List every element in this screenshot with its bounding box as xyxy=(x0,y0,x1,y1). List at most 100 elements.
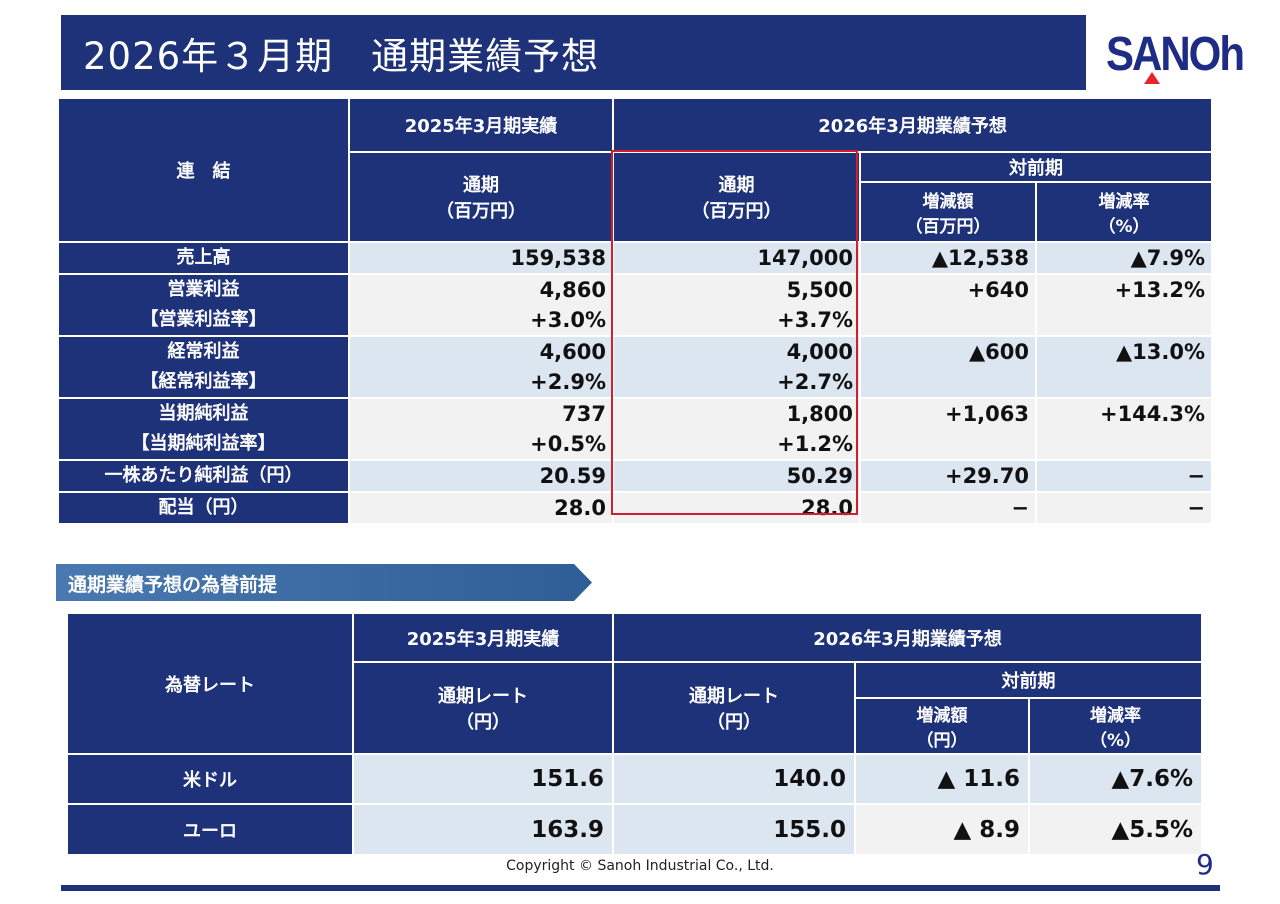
banner-arrow-shape xyxy=(56,564,592,601)
value-margin-fy2025: +0.5% xyxy=(349,429,614,460)
table-row: 配当（円） 28.0 28.0 − − xyxy=(57,491,1214,523)
row-label: 営業利益 xyxy=(57,273,350,305)
value-change: ▲ 8.9 xyxy=(855,803,1030,854)
row-sub-label: 【営業利益率】 xyxy=(57,305,350,336)
corner-label: 連 結 xyxy=(57,97,350,243)
value-fy2025: 151.6 xyxy=(353,753,614,804)
row-label: 経常利益 xyxy=(57,335,350,367)
slide-title: 2026年３月期 通期業績予想 xyxy=(83,34,600,78)
fx-rate-table: 為替レート 2025年3月期実績 2026年3月期業績予想 通期レート （円） … xyxy=(66,612,1204,854)
row-label: 配当（円） xyxy=(57,491,350,523)
copyright-text: Copyright © Sanoh Industrial Co., Ltd. xyxy=(506,858,774,874)
change-rate-unit: （%） xyxy=(1089,731,1142,751)
slide-title-bar: 2026年３月期 通期業績予想 xyxy=(61,15,1086,90)
change-amount-unit: （百万円） xyxy=(905,217,991,237)
value-fy2025: 4,860 xyxy=(349,273,614,305)
value-change: +1,063 xyxy=(860,397,1037,429)
value-margin-fy2026: +2.7% xyxy=(613,367,861,398)
table-row-sub: 【経常利益率】 +2.9% +2.7% xyxy=(57,367,1214,398)
value-change: +640 xyxy=(860,273,1037,305)
rate-label: 通期レート xyxy=(438,686,528,707)
table-row: 一株あたり純利益（円） 20.59 50.29 +29.70 − xyxy=(57,459,1214,492)
table-row: 売上高 159,538 147,000 ▲12,538 ▲7.9% xyxy=(57,241,1214,274)
header-fy2025-full-year: 通期 （百万円） xyxy=(348,151,614,243)
forecast-table: 連 結 2025年3月期実績 2026年3月期業績予想 通期 （百万円） 通期 … xyxy=(57,97,1214,523)
unit-label: （円） xyxy=(456,712,510,733)
value-margin-fy2026: +3.7% xyxy=(613,305,861,336)
row-label: 米ドル xyxy=(66,753,354,804)
value-rate: ▲13.0% xyxy=(1036,335,1214,367)
footer-rule xyxy=(61,885,1220,891)
row-label: 当期純利益 xyxy=(57,397,350,429)
value-margin-fy2026: +1.2% xyxy=(613,429,861,460)
section-banner-text: 通期業績予想の為替前提 xyxy=(68,574,278,596)
logo-text: SANOh xyxy=(1106,26,1245,81)
header-fy2026: 2026年3月期業績予想 xyxy=(611,612,1204,663)
change-amount-unit: （円） xyxy=(916,731,968,751)
full-year-label: 通期 xyxy=(718,175,755,196)
value-fy2026: 50.29 xyxy=(613,459,861,492)
empty-cell xyxy=(860,367,1037,398)
change-rate-label: 増減率 xyxy=(1090,706,1142,726)
row-label: 一株あたり純利益（円） xyxy=(57,459,350,492)
header-fy2026-rate: 通期レート （円） xyxy=(612,661,856,755)
full-year-label: 通期 xyxy=(463,175,499,196)
value-change: ▲600 xyxy=(860,335,1037,367)
value-margin-fy2025: +2.9% xyxy=(349,367,614,398)
value-change: − xyxy=(860,491,1037,523)
header-change-rate: 増減率 （%） xyxy=(1027,697,1204,755)
change-amount-label: 増減額 xyxy=(922,192,974,212)
header-yoy: 対前期 xyxy=(853,661,1204,699)
row-label: ユーロ xyxy=(66,803,354,854)
value-fy2026: 1,800 xyxy=(613,397,861,429)
value-fy2025: 159,538 xyxy=(349,241,614,274)
table-row-sub: 【営業利益率】 +3.0% +3.7% xyxy=(57,305,1214,336)
row-sub-label: 【経常利益率】 xyxy=(57,367,350,398)
empty-cell xyxy=(1036,305,1214,336)
value-rate: ▲7.9% xyxy=(1036,241,1214,274)
corner-label: 為替レート xyxy=(66,612,354,755)
table-row-sub: 【当期純利益率】 +0.5% +1.2% xyxy=(57,429,1214,460)
value-rate: ▲7.6% xyxy=(1029,753,1204,804)
header-change-amount: 増減額 （百万円） xyxy=(859,181,1037,243)
table-row: 米ドル 151.6 140.0 ▲ 11.6 ▲7.6% xyxy=(66,753,1204,804)
value-rate: − xyxy=(1036,459,1214,492)
value-fy2025: 28.0 xyxy=(349,491,614,523)
value-fy2025: 4,600 xyxy=(349,335,614,367)
empty-cell xyxy=(1036,429,1214,460)
header-fy2026-full-year: 通期 （百万円） xyxy=(612,151,861,243)
value-fy2026: 147,000 xyxy=(613,241,861,274)
empty-cell xyxy=(860,429,1037,460)
logo-triangle-icon xyxy=(1144,72,1160,84)
rate-label: 通期レート xyxy=(689,686,779,707)
value-rate: − xyxy=(1036,491,1214,523)
header-fy2025: 2025年3月期実績 xyxy=(348,97,614,153)
empty-cell xyxy=(860,305,1037,336)
header-change-rate: 増減率 （%） xyxy=(1034,181,1214,243)
value-change: ▲12,538 xyxy=(860,241,1037,274)
value-fy2025: 737 xyxy=(349,397,614,429)
header-fy2025: 2025年3月期実績 xyxy=(352,612,614,663)
header-yoy: 対前期 xyxy=(858,151,1214,183)
copyright: Copyright © Sanoh Industrial Co., Ltd. xyxy=(0,858,1280,874)
unit-label: （百万円） xyxy=(436,201,526,222)
value-fy2025: 20.59 xyxy=(349,459,614,492)
value-rate: ▲5.5% xyxy=(1029,803,1204,854)
change-rate-label: 増減率 xyxy=(1098,192,1150,212)
table-row: ユーロ 163.9 155.0 ▲ 8.9 ▲5.5% xyxy=(66,803,1204,854)
header-fy2026: 2026年3月期業績予想 xyxy=(611,97,1214,153)
value-fy2026: 5,500 xyxy=(613,273,861,305)
table-row: 当期純利益 737 1,800 +1,063 +144.3% xyxy=(57,397,1214,429)
value-rate: +13.2% xyxy=(1036,273,1214,305)
value-fy2026: 28.0 xyxy=(613,491,861,523)
unit-label: （円） xyxy=(707,712,761,733)
value-margin-fy2025: +3.0% xyxy=(349,305,614,336)
change-rate-unit: （%） xyxy=(1098,217,1150,237)
value-change: ▲ 11.6 xyxy=(855,753,1030,804)
value-change: +29.70 xyxy=(860,459,1037,492)
header-fy2025-rate: 通期レート （円） xyxy=(352,661,614,755)
unit-label: （百万円） xyxy=(691,201,782,222)
row-sub-label: 【当期純利益率】 xyxy=(57,429,350,460)
sanoh-logo: SANOh xyxy=(1100,22,1245,84)
table-row: 営業利益 4,860 5,500 +640 +13.2% xyxy=(57,273,1214,305)
